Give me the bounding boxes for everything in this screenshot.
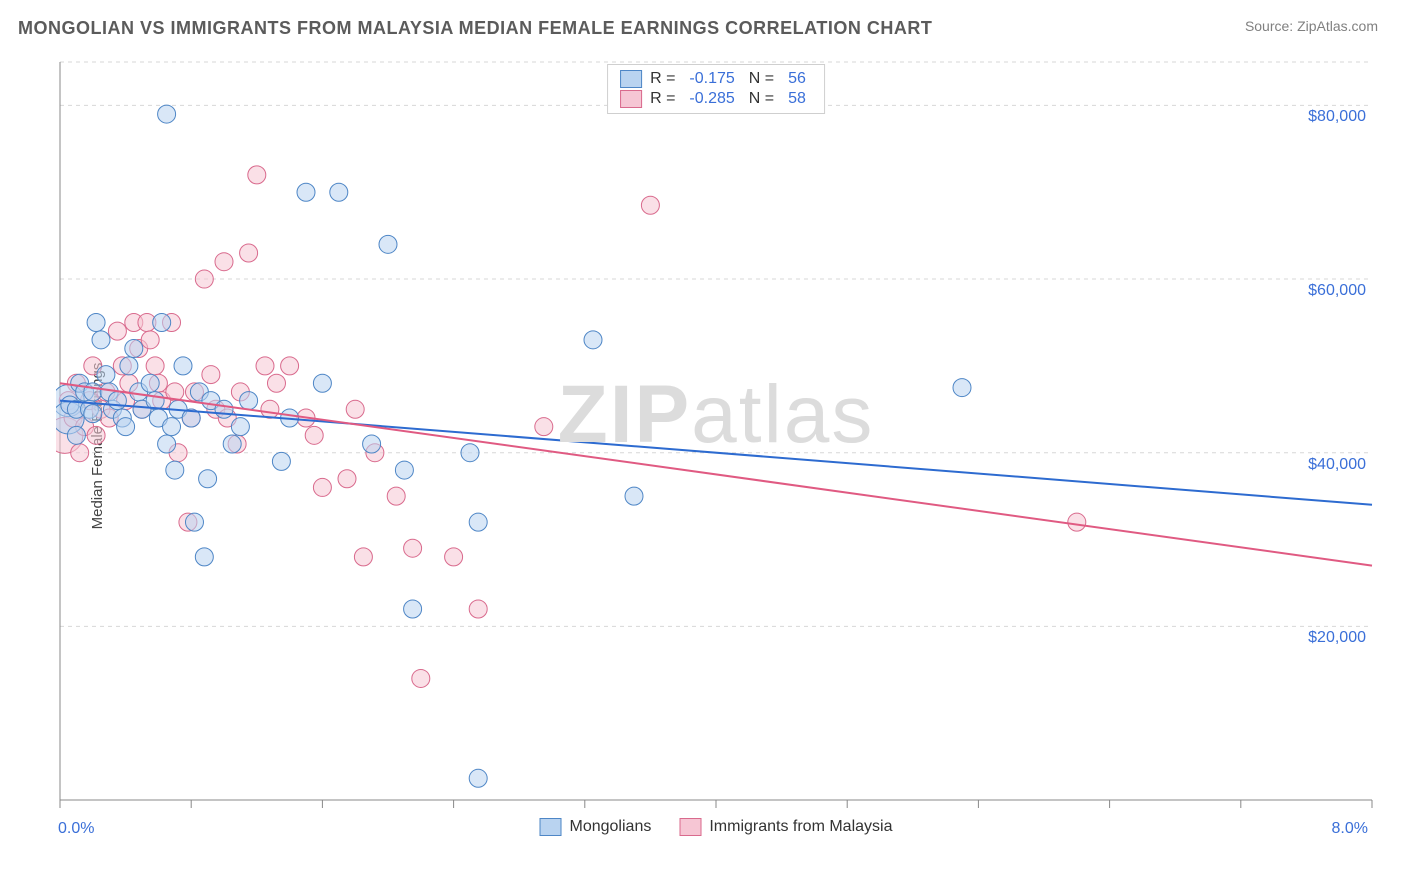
n-label-2: N =	[749, 90, 774, 108]
swatch-series-1	[620, 70, 642, 88]
r-value-1: -0.175	[689, 70, 734, 88]
source-label: Source: ZipAtlas.com	[1245, 18, 1378, 34]
legend-item-2: Immigrants from Malaysia	[679, 818, 892, 836]
chart-svg	[56, 56, 1376, 836]
y-tick-label: $40,000	[1308, 456, 1366, 474]
n-value-2: 58	[788, 90, 806, 108]
n-label-1: N =	[749, 70, 774, 88]
legend-row-2: R = -0.285 N = 58	[620, 89, 812, 109]
y-tick-label: $20,000	[1308, 629, 1366, 647]
x-min-label: 0.0%	[58, 820, 94, 838]
correlation-legend: R = -0.175 N = 56 R = -0.285 N = 58	[607, 64, 825, 114]
swatch-bottom-1	[540, 818, 562, 836]
legend-row-1: R = -0.175 N = 56	[620, 69, 812, 89]
y-tick-label: $80,000	[1308, 108, 1366, 126]
n-value-1: 56	[788, 70, 806, 88]
series-legend: Mongolians Immigrants from Malaysia	[540, 818, 893, 836]
plot-area: ZIPatlas R = -0.175 N = 56 R = -0.285 N …	[56, 56, 1376, 836]
series-1-name: Mongolians	[570, 818, 652, 836]
r-label-1: R =	[650, 70, 675, 88]
swatch-series-2	[620, 90, 642, 108]
series-2-name: Immigrants from Malaysia	[709, 818, 892, 836]
legend-item-1: Mongolians	[540, 818, 652, 836]
y-tick-label: $60,000	[1308, 282, 1366, 300]
x-max-label: 8.0%	[1332, 820, 1368, 838]
r-value-2: -0.285	[689, 90, 734, 108]
chart-container: Median Female Earnings ZIPatlas R = -0.1…	[18, 56, 1388, 836]
chart-title: MONGOLIAN VS IMMIGRANTS FROM MALAYSIA ME…	[18, 18, 932, 39]
r-label-2: R =	[650, 90, 675, 108]
swatch-bottom-2	[679, 818, 701, 836]
